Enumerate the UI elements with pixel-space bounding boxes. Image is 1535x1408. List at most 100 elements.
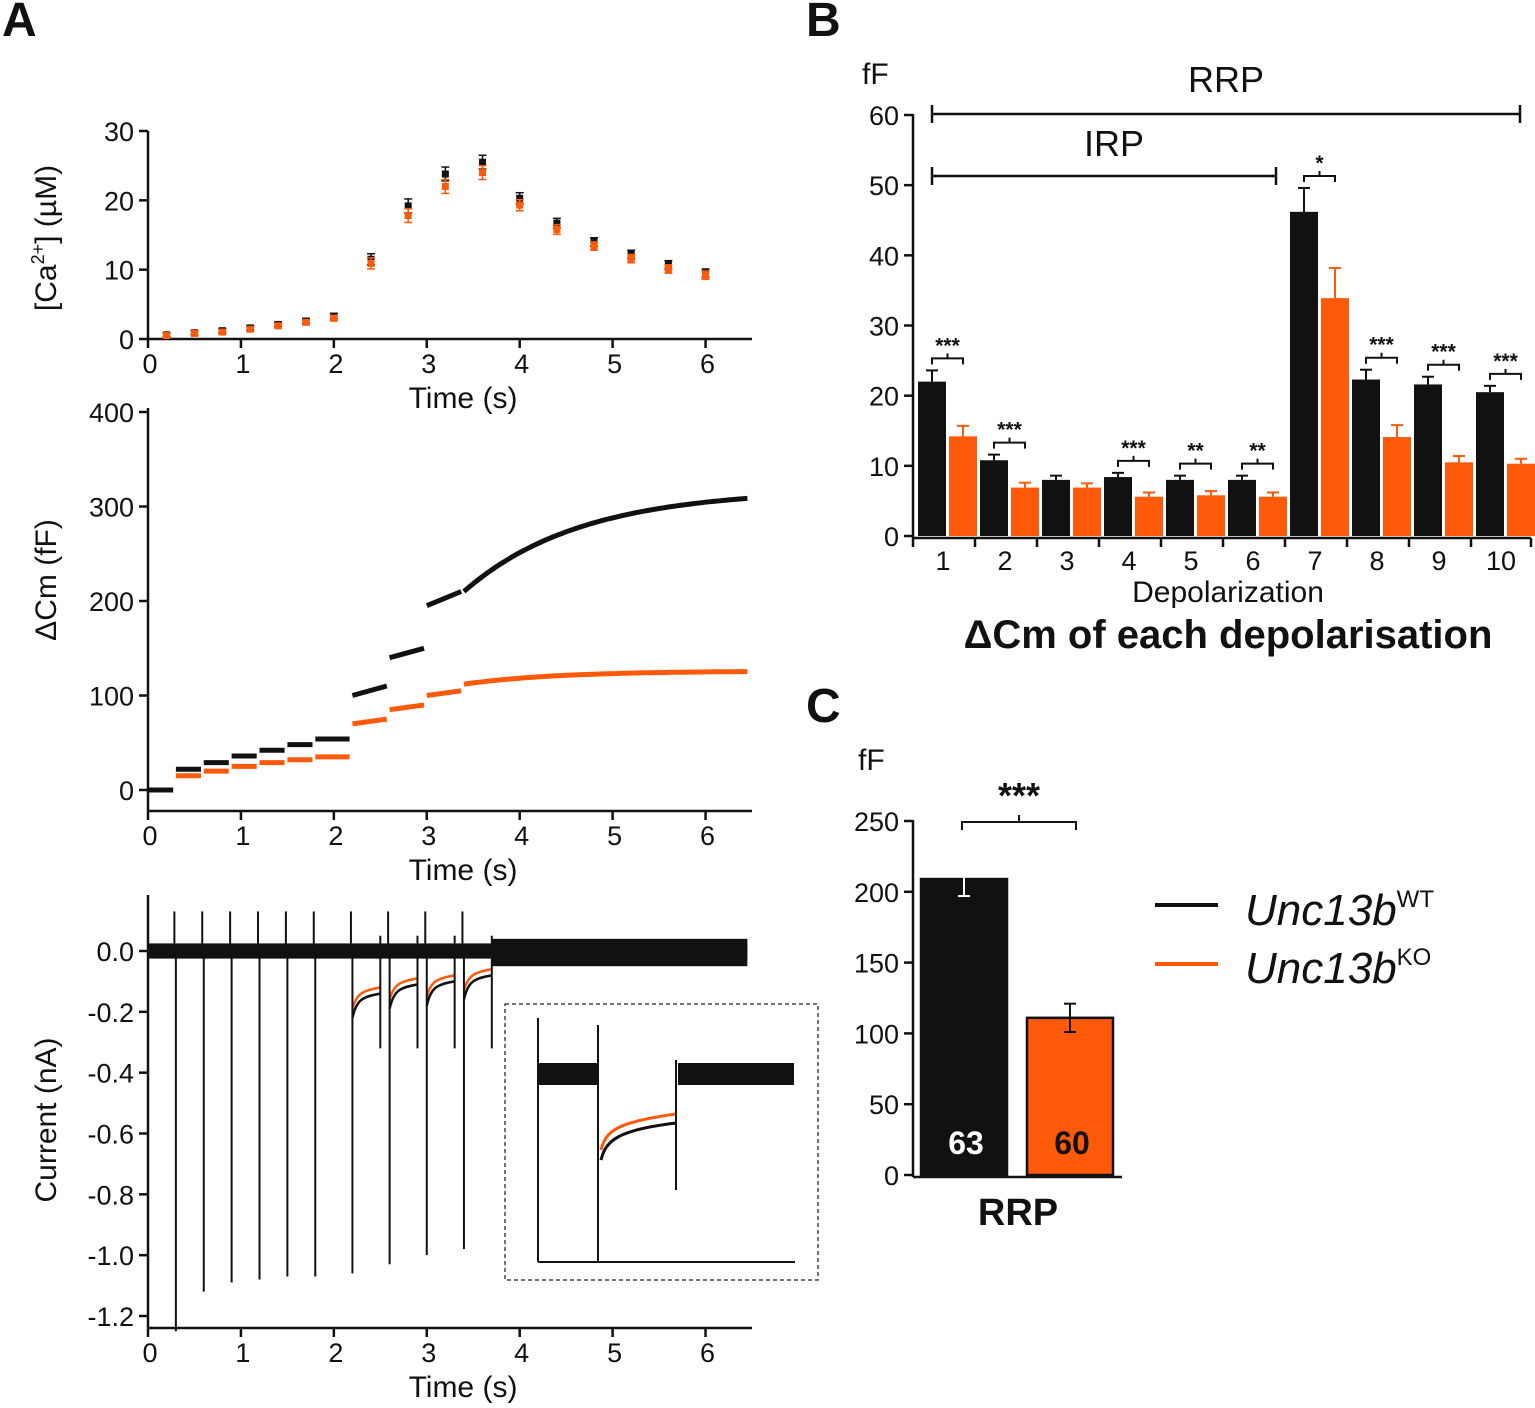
b-bar-wt — [1042, 479, 1070, 536]
b-bar-ko — [949, 436, 977, 536]
b-bar-wt — [918, 381, 946, 536]
y-tick-label: -0.4 — [87, 1059, 134, 1089]
y-tick-label: -0.8 — [87, 1180, 134, 1210]
current-steady-wt — [351, 992, 381, 1019]
y-tick-label: 400 — [89, 398, 134, 428]
b-significance-bracket — [1489, 368, 1522, 380]
ca-point-ko — [330, 314, 338, 322]
legend-item-wt: Unc13bWT — [1155, 886, 1434, 935]
ca-point-ko — [441, 182, 449, 190]
b-bar-ko — [1259, 496, 1287, 536]
c-significance: *** — [961, 775, 1077, 830]
b-significance: ********* ** ****** *** *** — [931, 152, 1522, 470]
y-tick-label: 20 — [104, 186, 134, 216]
c-significance-stars: *** — [998, 775, 1040, 816]
y-tick-label: 20 — [869, 382, 899, 412]
cm-segment-ko — [389, 702, 425, 713]
current-x-axis-label: Time (s) — [409, 1371, 518, 1404]
y-tick-label: 150 — [854, 949, 899, 979]
y-tick-label: 300 — [89, 493, 134, 523]
panel-label-a: A — [2, 0, 37, 47]
y-tick-label: 30 — [869, 312, 899, 342]
y-tick-label: 100 — [854, 1019, 899, 1049]
current-steady-wt — [462, 974, 493, 1000]
b-bar-wt — [1476, 392, 1504, 536]
b-significance-stars: *** — [1369, 334, 1394, 357]
b-significance-bracket — [1427, 359, 1460, 371]
y-tick-label: 30 — [104, 117, 134, 147]
b-significance-bracket — [993, 437, 1026, 449]
b-y-unit: fF — [862, 58, 889, 91]
y-tick-label: 0 — [884, 522, 899, 552]
cm-segment-wt — [388, 645, 425, 661]
x-tick-label: 1 — [235, 821, 250, 851]
current-traces — [148, 911, 748, 1332]
b-significance-stars: ** — [1187, 440, 1204, 463]
capacitance-axes — [146, 408, 752, 813]
x-tick-label: 6 — [700, 1338, 715, 1368]
b-pool-ranges: RRP IRP — [930, 59, 1522, 185]
current-steady-wt — [388, 983, 418, 1010]
calcium-y-ticks: 0 10 20 30 — [104, 117, 148, 355]
x-tick-label: 4 — [514, 1338, 529, 1368]
y-tick-label: 50 — [869, 1090, 899, 1120]
legend-label-ko: Unc13bKO — [1245, 944, 1431, 993]
b-bar-ko — [1011, 487, 1039, 536]
y-tick-label: 0 — [119, 776, 134, 806]
b-significance-stars: *** — [1493, 350, 1518, 373]
inset-traces — [539, 1025, 794, 1262]
b-significance-bracket — [1117, 455, 1150, 467]
b-bar-ko — [1507, 463, 1535, 536]
inset-frame — [504, 1003, 819, 1281]
panel-label-b: B — [806, 0, 841, 47]
y-tick-label: -1.2 — [87, 1302, 134, 1332]
b-x-tick-label: 9 — [1431, 546, 1446, 576]
y-tick-label: -0.2 — [87, 998, 134, 1028]
b-range-irp-label: IRP — [1084, 123, 1144, 164]
b-range-rrp-label: RRP — [1188, 59, 1264, 100]
cm-segment-wt — [425, 589, 463, 609]
cm-segment-wt — [462, 495, 748, 594]
c-bars: 63 60 — [919, 861, 1115, 1177]
x-tick-label: 1 — [235, 1338, 250, 1368]
y-tick-label: 10 — [869, 452, 899, 482]
calcium-x-axis-label: Time (s) — [409, 382, 518, 415]
b-significance-stars: *** — [1431, 341, 1456, 364]
y-tick-label: 200 — [89, 587, 134, 617]
cm-segment-ko — [352, 716, 388, 727]
b-significance-bracket — [1241, 458, 1274, 470]
ca-point-ko — [702, 271, 710, 279]
b-bar-wt — [1228, 479, 1256, 536]
ca-point-wt — [441, 170, 449, 178]
b-significance-bracket — [1303, 170, 1336, 182]
b-significance-stars: * — [1315, 152, 1324, 175]
rrp-bar-chart: fF 0 50 100 150 200 250 63 60 *** RRP — [854, 744, 1122, 1234]
ca-point-wt — [516, 194, 524, 202]
b-x-tick-label: 3 — [1059, 546, 1074, 576]
ca-point-wt — [553, 219, 561, 227]
current-baseline-band-late — [491, 938, 748, 967]
x-tick-label: 3 — [421, 1338, 436, 1368]
ca-point-ko — [274, 322, 282, 330]
x-tick-label: 2 — [328, 1338, 343, 1368]
b-bar-wt — [1104, 477, 1132, 536]
current-y-ticks: 0.0 -0.2 -0.4 -0.6 -0.8 -1.0 -1.2 — [87, 937, 148, 1332]
y-tick-label: 0.0 — [96, 937, 134, 967]
calcium-x-ticks: 0 1 2 3 4 5 6 — [142, 339, 715, 379]
b-x-tick-label: 6 — [1245, 546, 1260, 576]
inset-baseline-post — [678, 1063, 794, 1085]
b-bar-wt — [1414, 384, 1442, 536]
capacitance-chart: 0 100 200 300 400 0 1 2 3 4 5 6 Time (s) ΔCm (fF) — [30, 398, 752, 887]
b-x-tick-label: 8 — [1369, 546, 1384, 576]
legend-label-wt: Unc13bWT — [1245, 886, 1434, 935]
b-y-ticks: 0 10 20 30 40 50 60 — [869, 101, 913, 552]
y-tick-label: 100 — [89, 682, 134, 712]
b-range-irp-line — [930, 167, 1278, 185]
capacitance-y-axis-label: ΔCm (fF) — [30, 519, 63, 641]
b-range-rrp-line — [930, 105, 1522, 123]
current-steady-wt — [425, 980, 455, 1007]
ca-point-ko — [218, 328, 226, 336]
x-tick-label: 6 — [700, 349, 715, 379]
b-bar-wt — [1290, 211, 1318, 536]
